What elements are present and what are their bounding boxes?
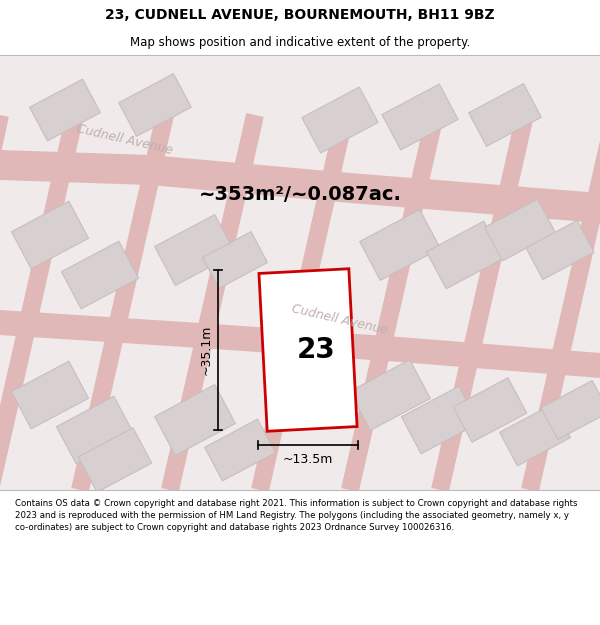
Polygon shape	[61, 241, 139, 309]
Polygon shape	[382, 84, 458, 150]
Polygon shape	[11, 361, 89, 429]
Polygon shape	[71, 113, 174, 492]
Polygon shape	[259, 269, 357, 431]
Polygon shape	[0, 113, 84, 492]
Polygon shape	[500, 404, 571, 466]
Text: Cudnell Avenue: Cudnell Avenue	[75, 122, 173, 158]
Polygon shape	[11, 201, 89, 269]
Polygon shape	[401, 386, 479, 454]
Text: ~35.1m: ~35.1m	[200, 325, 213, 375]
Polygon shape	[0, 310, 600, 378]
Polygon shape	[427, 221, 503, 289]
Polygon shape	[0, 150, 600, 223]
Polygon shape	[56, 396, 134, 464]
Text: 23, CUDNELL AVENUE, BOURNEMOUTH, BH11 9BZ: 23, CUDNELL AVENUE, BOURNEMOUTH, BH11 9B…	[105, 8, 495, 22]
Polygon shape	[155, 384, 235, 456]
Polygon shape	[302, 87, 378, 153]
Polygon shape	[453, 378, 527, 442]
Polygon shape	[119, 74, 191, 136]
Polygon shape	[431, 113, 534, 492]
Polygon shape	[29, 79, 100, 141]
Polygon shape	[485, 199, 556, 261]
Polygon shape	[203, 232, 268, 288]
Polygon shape	[526, 221, 594, 279]
Polygon shape	[341, 113, 444, 492]
Polygon shape	[350, 359, 430, 431]
Text: 23: 23	[296, 336, 335, 364]
Polygon shape	[0, 113, 9, 492]
Text: Map shows position and indicative extent of the property.: Map shows position and indicative extent…	[130, 36, 470, 49]
Polygon shape	[205, 419, 275, 481]
Polygon shape	[359, 209, 440, 281]
Polygon shape	[155, 214, 235, 286]
Polygon shape	[521, 113, 600, 492]
Text: Cudnell Avenue: Cudnell Avenue	[290, 302, 389, 338]
Polygon shape	[251, 113, 354, 492]
Polygon shape	[161, 113, 264, 492]
Polygon shape	[541, 381, 600, 439]
Text: ~353m²/~0.087ac.: ~353m²/~0.087ac.	[199, 186, 401, 204]
Text: Contains OS data © Crown copyright and database right 2021. This information is : Contains OS data © Crown copyright and d…	[15, 499, 577, 532]
Text: ~13.5m: ~13.5m	[283, 453, 333, 466]
Polygon shape	[78, 428, 152, 493]
Polygon shape	[469, 84, 541, 146]
